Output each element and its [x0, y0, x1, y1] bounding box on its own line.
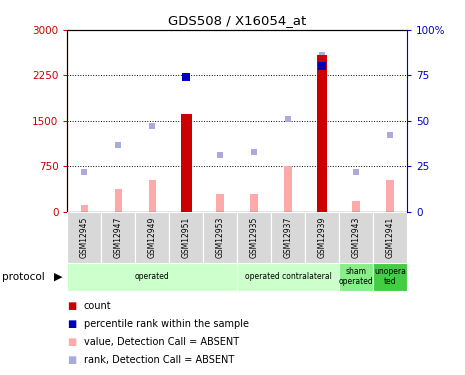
Text: GSM12943: GSM12943 — [352, 216, 360, 258]
Text: rank, Detection Call = ABSENT: rank, Detection Call = ABSENT — [84, 355, 234, 364]
Title: GDS508 / X16054_at: GDS508 / X16054_at — [168, 15, 306, 27]
Text: percentile rank within the sample: percentile rank within the sample — [84, 319, 249, 328]
Bar — [386, 180, 394, 212]
Text: GSM12949: GSM12949 — [148, 216, 157, 258]
FancyBboxPatch shape — [339, 212, 373, 262]
FancyBboxPatch shape — [339, 262, 373, 291]
Bar — [182, 195, 190, 212]
Text: ■: ■ — [67, 319, 77, 328]
Bar — [250, 194, 258, 212]
Text: ■: ■ — [67, 337, 77, 346]
Text: ■: ■ — [67, 301, 77, 310]
Text: GSM12935: GSM12935 — [250, 216, 259, 258]
Text: GSM12941: GSM12941 — [385, 217, 394, 258]
Bar — [352, 201, 360, 212]
Text: sham
operated: sham operated — [339, 267, 373, 286]
Text: operated contralateral: operated contralateral — [245, 272, 332, 281]
Text: ▶: ▶ — [54, 272, 63, 282]
Text: protocol: protocol — [2, 272, 45, 282]
Text: unopera
ted: unopera ted — [374, 267, 406, 286]
Text: GSM12939: GSM12939 — [318, 216, 326, 258]
Bar — [148, 180, 156, 212]
Text: GSM12937: GSM12937 — [284, 216, 292, 258]
FancyBboxPatch shape — [169, 212, 203, 262]
FancyBboxPatch shape — [305, 212, 339, 262]
FancyBboxPatch shape — [237, 262, 339, 291]
Text: count: count — [84, 301, 111, 310]
FancyBboxPatch shape — [67, 262, 237, 291]
Bar — [181, 114, 192, 212]
Text: operated: operated — [135, 272, 170, 281]
Text: GSM12953: GSM12953 — [216, 216, 225, 258]
Text: GSM12947: GSM12947 — [114, 216, 123, 258]
Text: GSM12945: GSM12945 — [80, 216, 89, 258]
FancyBboxPatch shape — [373, 212, 407, 262]
FancyBboxPatch shape — [237, 212, 271, 262]
FancyBboxPatch shape — [373, 262, 407, 291]
Text: GSM12951: GSM12951 — [182, 217, 191, 258]
Bar — [317, 56, 327, 212]
Bar — [114, 189, 122, 212]
Bar — [216, 194, 224, 212]
FancyBboxPatch shape — [135, 212, 169, 262]
Text: value, Detection Call = ABSENT: value, Detection Call = ABSENT — [84, 337, 239, 346]
Text: ■: ■ — [67, 355, 77, 364]
FancyBboxPatch shape — [271, 212, 305, 262]
FancyBboxPatch shape — [101, 212, 135, 262]
FancyBboxPatch shape — [67, 212, 101, 262]
Bar — [80, 205, 88, 212]
FancyBboxPatch shape — [203, 212, 237, 262]
Bar — [284, 166, 292, 212]
